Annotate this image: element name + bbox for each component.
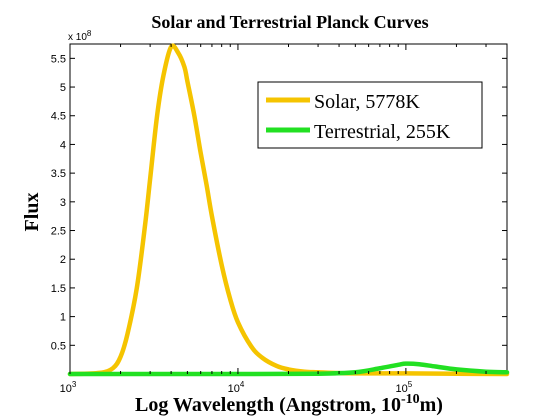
x-tick-label: 103 <box>60 380 77 395</box>
x-tick-label: 104 <box>228 380 245 395</box>
y-tick-label: 2 <box>60 254 66 266</box>
x-axis-label: Log Wavelength (Angstrom, 10-10m) <box>135 392 443 416</box>
y-tick-label: 5 <box>60 82 66 94</box>
legend: Solar, 5778K Terrestrial, 255K <box>257 81 483 149</box>
legend-label-terrestrial: Terrestrial, 255K <box>314 121 451 143</box>
y-tick-label: 3 <box>60 197 66 209</box>
y-tick-label: 2.5 <box>51 226 66 238</box>
y-axis-label: Flux <box>21 193 43 232</box>
y-tick-label: 4.5 <box>51 111 66 123</box>
ticks-layer: 0.5 1 1.5 2 2.5 3 3.5 4 4.5 5 5.5 103 104 105 <box>51 44 507 395</box>
series-layer <box>67 43 510 377</box>
y-tick-label: 1 <box>60 312 66 324</box>
x-tick-label: 105 <box>396 380 413 395</box>
y-tick-label: 3.5 <box>51 168 66 180</box>
legend-box <box>257 81 483 149</box>
y-tick-label: 0.5 <box>51 340 66 352</box>
y-tick-label: 5.5 <box>51 53 66 65</box>
series-line-terrestrial <box>67 361 510 377</box>
legend-label-solar: Solar, 5778K <box>314 91 420 113</box>
y-tick-label: 1.5 <box>51 283 66 295</box>
y-tick-label: 4 <box>60 139 66 151</box>
chart-title: Solar and Terrestrial Planck Curves <box>151 12 428 32</box>
y-multiplier: x 108 <box>68 29 92 43</box>
